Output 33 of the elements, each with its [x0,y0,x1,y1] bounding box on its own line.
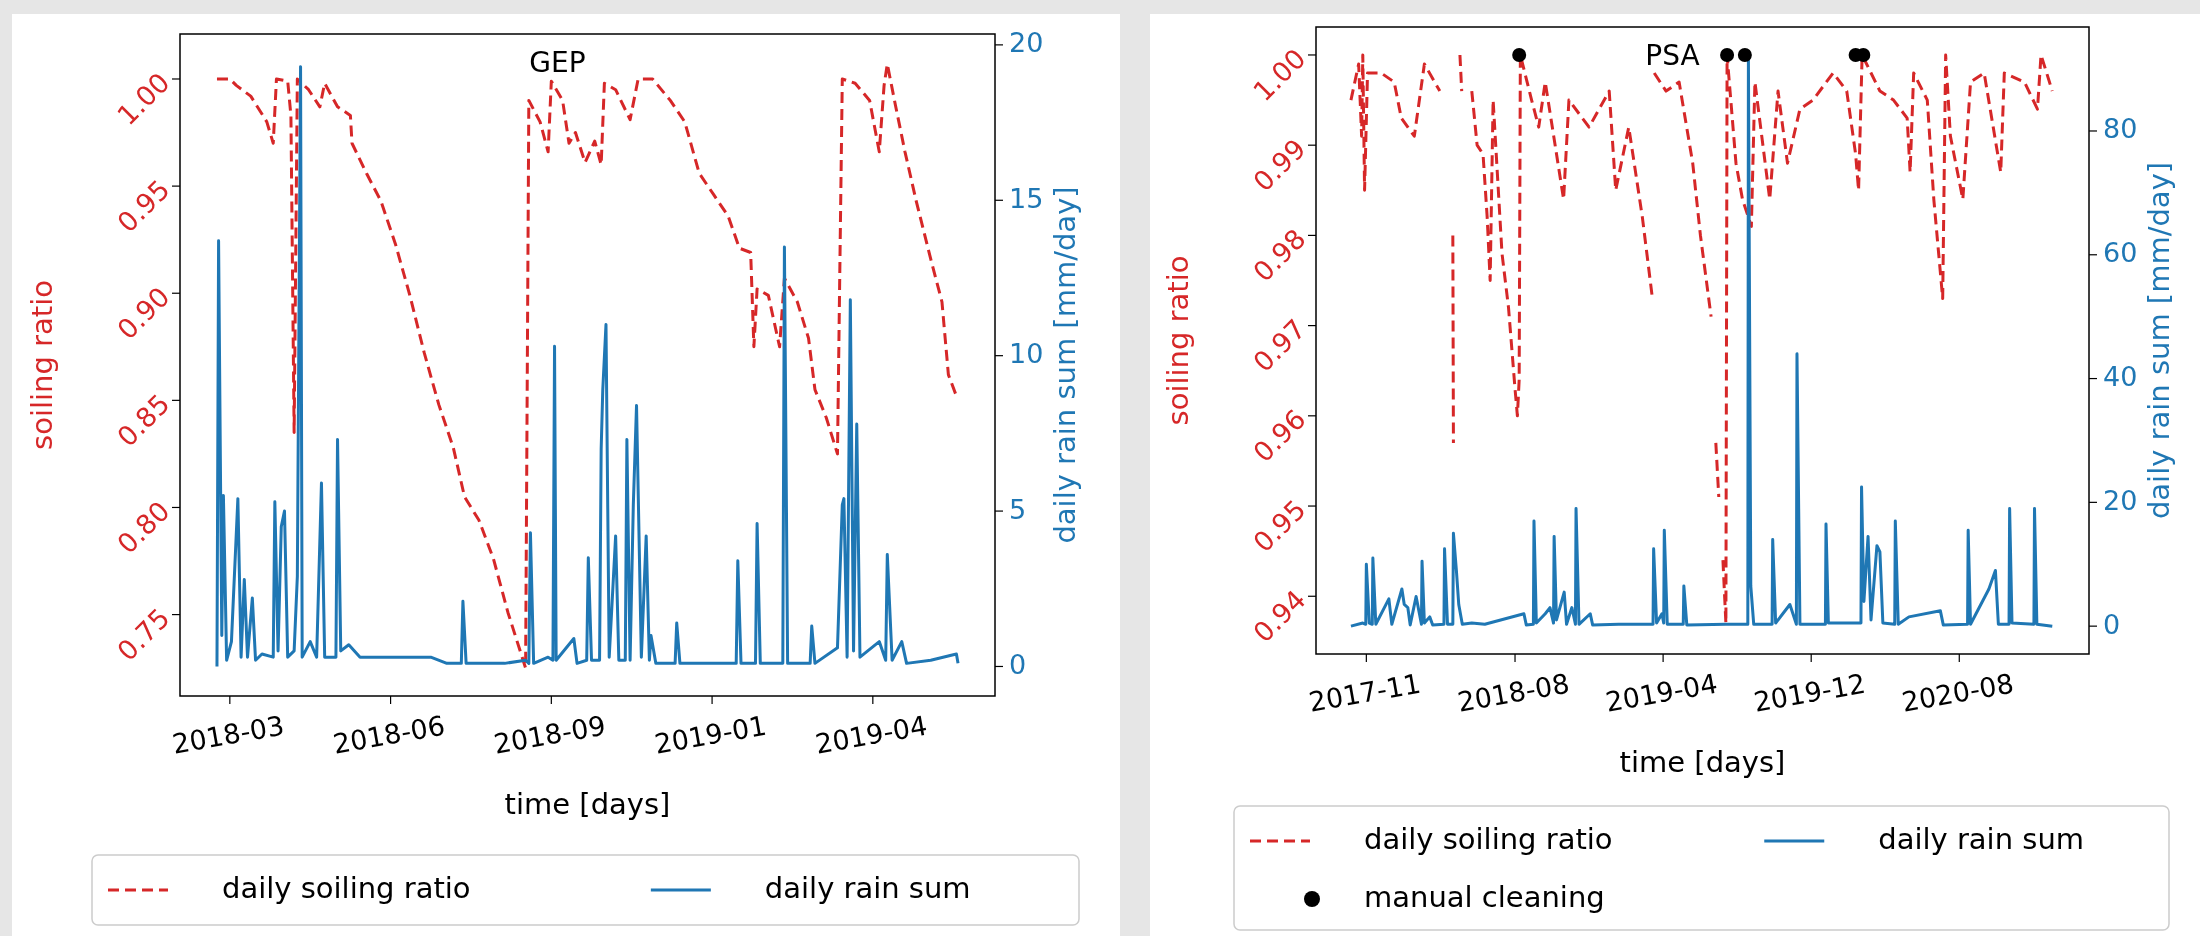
x-tick-label: 2019-04 [812,709,930,760]
x-tick-label: 2018-06 [330,709,448,760]
y2-tick-label: 40 [2103,361,2138,393]
x-tick-label: 2020-08 [1899,667,2016,718]
y2-tick-label: 10 [1009,338,1044,370]
y2-tick-label: 0 [1009,648,1027,680]
x-tick-label: 2019-12 [1751,667,1868,718]
x-tick-label: 2019-01 [652,709,769,760]
y2-axis-title: daily rain sum [mm/day] [1048,186,1082,544]
y-axis-title: soiling ratio [25,280,59,450]
legend-label: daily soiling ratio [222,871,471,905]
x-axis-title: time [days] [504,787,671,821]
text: GEP [529,46,586,79]
y-axis-title: soiling ratio [1161,255,1195,426]
legend-label: daily soiling ratio [1364,822,1613,856]
y2-tick-label: 20 [2103,484,2138,516]
x-axis-title: time [days] [1619,745,1786,779]
x-tick-label: 2018-08 [1455,667,1572,718]
legend-label: daily rain sum [764,871,971,905]
y2-tick-label: 80 [2103,113,2138,145]
x-tick-label: 2019-04 [1603,667,1720,718]
y2-axis-title: daily rain sum [mm/day] [2142,161,2176,520]
y2-tick-label: 15 [1009,182,1044,214]
y2-tick-label: 0 [2103,608,2121,640]
legend-label: daily rain sum [1878,822,2085,856]
x-tick-label: 2018-03 [169,709,287,760]
text: PSA [1645,39,1700,72]
y2-tick-label: 20 [1009,27,1044,59]
y2-tick-label: 60 [2103,237,2138,269]
x-tick-label: 2017-11 [1306,667,1423,718]
x-tick-label: 2018-09 [491,709,608,760]
y2-tick-label: 5 [1009,493,1027,525]
legend-label: manual cleaning [1364,880,1605,914]
